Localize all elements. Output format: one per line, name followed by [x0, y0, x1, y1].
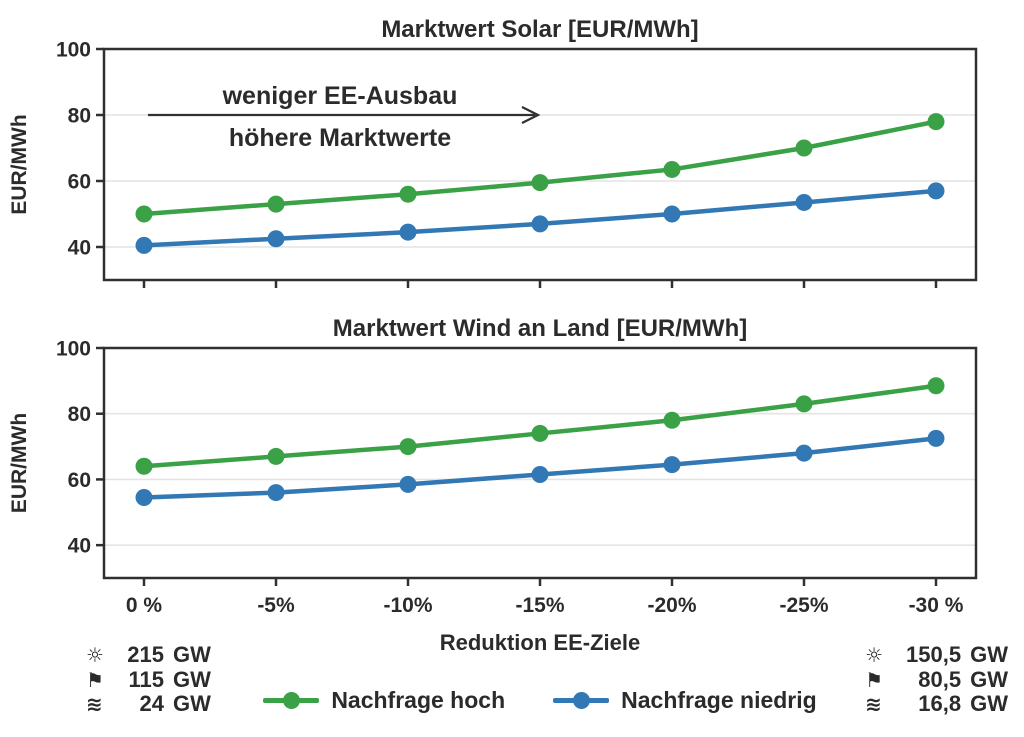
y-tick-label: 80	[68, 105, 91, 128]
annotation-text-above: weniger EE-Ausbau	[222, 82, 458, 110]
x-tick-label: 0 %	[126, 594, 163, 617]
data-point-marker	[399, 475, 417, 493]
capacity-unit: GW	[970, 691, 1008, 716]
sun-icon: ☼	[86, 643, 104, 667]
plot-border	[102, 346, 978, 580]
x-tick-label: -25%	[779, 594, 828, 617]
capacity-value: 16,8	[918, 691, 962, 716]
y-tick-label: 40	[68, 535, 91, 558]
data-point-marker	[399, 185, 417, 203]
capacity-unit: GW	[173, 642, 211, 667]
capacity-labels-right: ☼ 150,5 GW ⚑ 80,5 GW ≋ 16,8 GW	[865, 642, 1008, 717]
y-tick-label: 60	[68, 469, 91, 492]
capacity-value: 215	[127, 642, 164, 667]
capacity-unit: GW	[173, 666, 211, 692]
data-point-marker	[795, 444, 813, 462]
data-point-marker	[927, 182, 945, 200]
data-point-marker	[267, 195, 285, 213]
y-tick-label: 40	[68, 237, 91, 260]
legend-dot-icon	[572, 691, 590, 709]
data-point-marker	[267, 484, 285, 502]
capacity-unit: GW	[970, 642, 1008, 667]
capacity-unit: GW	[173, 691, 211, 716]
legend-item-nachfrage-hoch: Nachfrage hoch	[263, 687, 505, 713]
annotation-arrow-head	[521, 106, 541, 124]
legend-dot-icon	[282, 691, 300, 709]
annotation-text-below: höhere Marktwerte	[229, 124, 451, 152]
y-axis-label: EUR/MWh	[8, 114, 31, 214]
data-point-marker	[927, 377, 945, 395]
capacity-value: 150,5	[906, 642, 962, 667]
data-point-marker	[531, 215, 549, 233]
legend-marker-niedrig	[553, 691, 610, 709]
data-point-marker	[135, 236, 153, 254]
data-point-marker	[927, 113, 945, 131]
y-tick-label: 60	[68, 171, 91, 194]
data-point-marker	[135, 205, 153, 223]
sun-icon: ☼	[865, 643, 884, 667]
x-axis-label: Reduktion EE-Ziele	[439, 630, 641, 655]
capacity-value: 115	[128, 666, 165, 692]
capacity-unit: GW	[970, 666, 1008, 692]
capacity-value: 24	[139, 691, 164, 716]
data-point-marker	[135, 489, 153, 506]
data-point-marker	[795, 193, 813, 211]
legend-item-nachfrage-niedrig: Nachfrage niedrig	[553, 687, 817, 713]
data-point-marker	[531, 466, 549, 483]
y-tick-label: 80	[68, 403, 91, 426]
waves-icon: ≋	[865, 692, 882, 716]
data-point-marker	[663, 160, 681, 178]
flag-icon: ⚑	[865, 667, 884, 692]
legend-label: Nachfrage hoch	[331, 687, 506, 713]
data-point-marker	[663, 456, 681, 474]
data-point-marker	[135, 457, 153, 475]
plot-border	[102, 47, 978, 282]
x-tick-label: -5%	[257, 594, 295, 617]
waves-icon: ≋	[86, 692, 103, 716]
capacity-labels-left: ☼ 215 GW ⚑ 115 GW ≋ 24 GW	[86, 642, 211, 717]
x-tick-label: -10%	[383, 594, 432, 617]
data-point-marker	[927, 429, 945, 447]
x-tick-label: -30 %	[909, 594, 964, 617]
legend-label: Nachfrage niedrig	[621, 687, 817, 713]
data-point-marker	[795, 395, 813, 413]
y-tick-label: 100	[56, 338, 91, 361]
y-tick-label: 100	[56, 39, 91, 62]
chart-legend: Nachfrage hoch Nachfrage niedrig	[104, 686, 976, 714]
chart-title: Marktwert Wind an Land [EUR/MWh]	[333, 315, 747, 342]
capacity-value: 80,5	[918, 666, 962, 692]
chart-title: Marktwert Solar [EUR/MWh]	[381, 16, 698, 43]
flag-icon: ⚑	[86, 667, 104, 692]
data-point-marker	[531, 424, 549, 442]
data-point-marker	[399, 223, 417, 241]
data-point-marker	[663, 205, 681, 223]
data-point-marker	[663, 411, 681, 429]
data-point-marker	[531, 174, 549, 192]
legend-marker-hoch	[263, 691, 320, 709]
x-tick-label: -20%	[647, 594, 696, 617]
data-point-marker	[267, 230, 285, 248]
y-axis-label: EUR/MWh	[8, 413, 31, 513]
data-point-marker	[267, 447, 285, 465]
data-point-marker	[795, 139, 813, 157]
data-point-marker	[399, 438, 417, 456]
x-tick-label: -15%	[515, 594, 564, 617]
